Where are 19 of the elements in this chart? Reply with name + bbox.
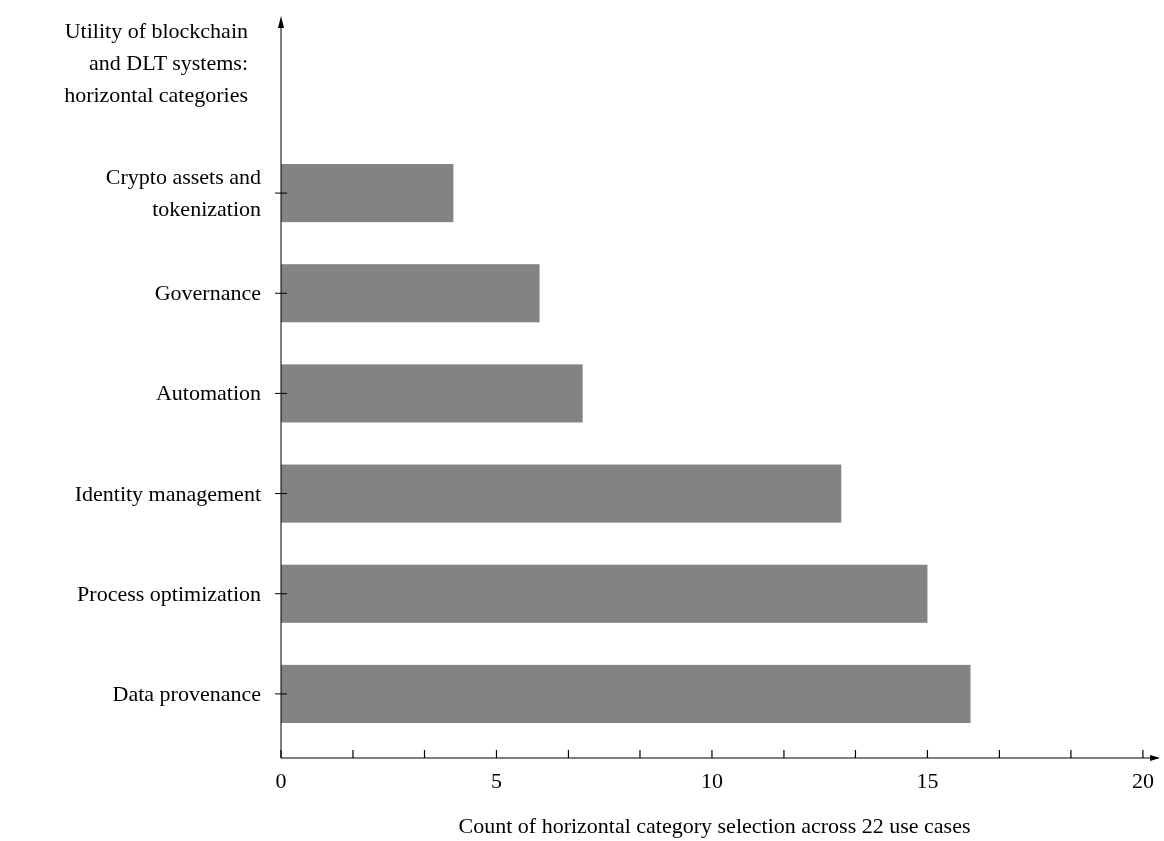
bar [281,464,842,523]
y-tick-label: Process optimization [77,580,261,606]
y-tick-label: Identity management [74,480,261,506]
bar [281,164,454,223]
x-tick-label: 20 [1131,768,1154,793]
y-tick-label: Automation [155,380,261,406]
bar [281,364,583,423]
bar [281,264,540,323]
x-tick-label: 10 [700,768,723,793]
bar [281,664,971,723]
y-axis-title: Utility of blockchain and DLT systems: horizontal categories [64,18,248,107]
bar [281,564,928,623]
x-axis-title: Count of horizontal category selection across 22 use cases [458,813,971,838]
y-tick-label: Governance [154,280,261,306]
x-tick-label: 5 [490,768,502,793]
x-tick-label: 0 [275,768,287,793]
y-tick-label: Data provenance [112,680,261,706]
x-tick-label: 15 [916,768,939,793]
y-tick-label: Crypto assets and tokenization [105,164,261,222]
